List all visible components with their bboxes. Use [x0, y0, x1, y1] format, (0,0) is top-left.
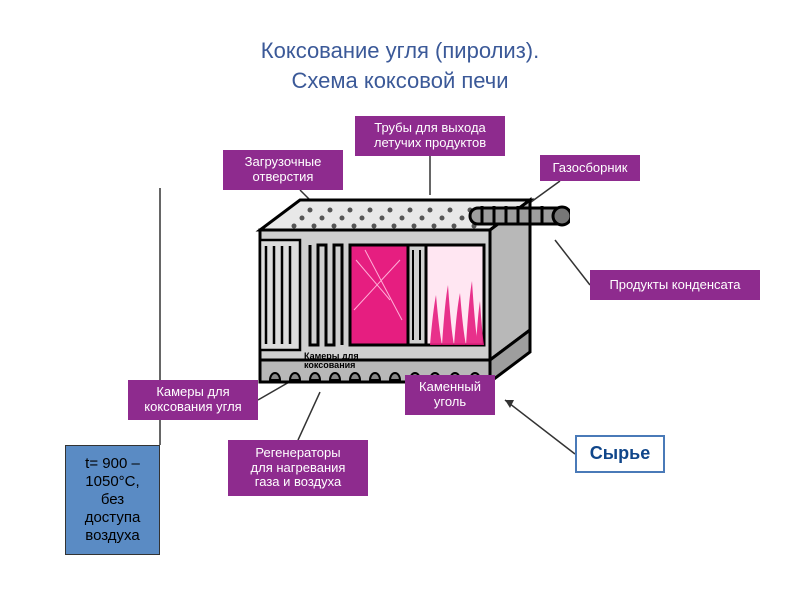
label-condensate-products: Продукты конденсата: [590, 270, 760, 300]
title-line-2: Схема коксовой печи: [0, 66, 800, 97]
temperature-note: t= 900 –1050°C,бездоступавоздуха: [65, 445, 160, 555]
label-loading-holes: Загрузочныеотверстия: [223, 150, 343, 190]
label-pipes: Трубы для выходалетучих продуктов: [355, 116, 505, 156]
embedded-oven-label: Камеры длякоксования: [304, 352, 359, 370]
label-regenerators: Регенераторыдля нагреваниягаза и воздуха: [228, 440, 368, 496]
title-line-1: Коксование угля (пиролиз).: [0, 36, 800, 67]
label-hard-coal: Каменныйуголь: [405, 375, 495, 415]
raw-material-label: Сырье: [575, 435, 665, 473]
label-gas-collector: Газосборник: [540, 155, 640, 181]
coke-oven-diagram: Камеры длякоксования: [230, 190, 570, 410]
label-coking-chambers: Камеры длякоксования угля: [128, 380, 258, 420]
